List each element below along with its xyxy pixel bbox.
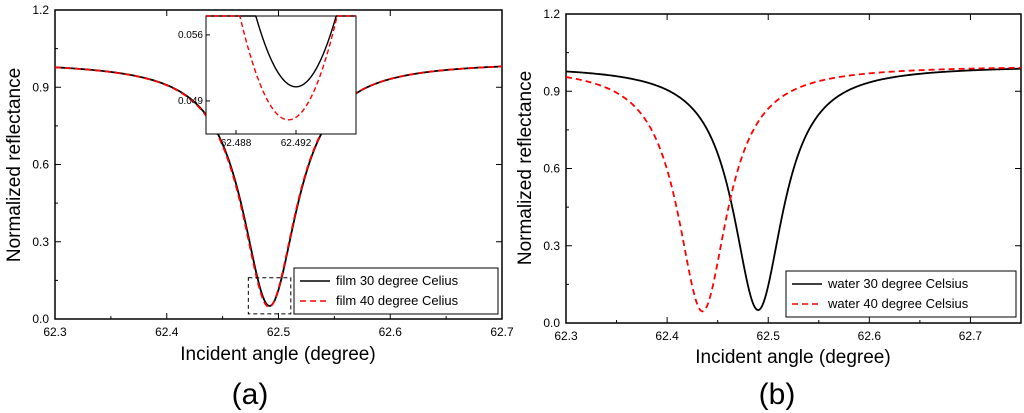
panel-a-x-tick-label: 62.5 [267,325,291,339]
panel-b-x-tick-label: 62.7 [959,329,983,343]
inset-y-tick-label: 0.056 [178,30,203,41]
panel-a-y-axis-label: Normalized reflectance [4,68,25,262]
panel-a-inset: 62.488 62.492 0.049 0.056 [178,15,357,149]
panel-b-x-axis-label: Incident angle (degree) [695,347,890,368]
panel-b-chart: 62.3 62.4 62.5 62.6 62.7 0.0 0.3 0.6 0.9 1.2 wate… [515,7,1022,411]
inset-x-tick-label: 62.492 [281,138,312,149]
panel-b-legend: water 30 degree Celsius water 40 degree … [785,270,1017,318]
panel-a-x-tick-label: 62.4 [155,325,179,339]
panel-a-y-tick-label: 1.2 [32,3,49,17]
panel-a-legend: film 30 degree Celius film 40 degree Cel… [293,267,499,315]
panel-b-y-tick-label: 0.6 [543,162,560,176]
panel-b-x-tick-label: 62.5 [757,329,781,343]
panel-a-x-axis-label: Incident angle (degree) [180,344,375,365]
legend-b-series1-label: water 30 degree Celsius [827,276,969,291]
legend-a-series2-label: film 40 degree Celius [336,293,459,308]
panel-a-x-tick-label: 62.6 [379,325,403,339]
panel-a-y-tick-label: 0.0 [32,312,49,326]
inset-x-tick-label: 62.488 [221,138,252,149]
panel-b-legend-box [785,270,1017,318]
panel-b-x-tick-label: 62.6 [858,329,882,343]
legend-a-series1-label: film 30 degree Celius [336,273,459,288]
panel-b-x-tick-label: 62.4 [655,329,679,343]
panel-b-y-tick-label: 1.2 [543,7,560,21]
panel-a-x-tick-label: 62.7 [490,325,514,339]
panel-a-legend-box [293,267,499,315]
panel-b-x-tick-label: 62.3 [554,329,578,343]
panel-a-y-tick-label: 0.6 [32,158,49,172]
legend-b-series2-label: water 40 degree Celsius [827,296,969,311]
panel-b-y-tick-label: 0.9 [543,84,560,98]
panel-b-y-axis-label: Normalized reflectance [515,71,536,265]
panel-b-y-tick-label: 0.3 [543,239,560,253]
panel-b-series-1-line [565,67,1022,312]
inset-series-2-line [206,15,356,121]
panel-a-label: (a) [232,378,269,411]
panel-a-zoom-box [247,277,292,315]
panel-a-x-tick-label: 62.3 [43,325,67,339]
panel-b-y-tick-label: 0.0 [543,316,560,330]
inset-frame [205,15,357,135]
inset-y-tick-label: 0.049 [178,96,203,107]
panel-a-series-2-line [54,65,503,308]
panel-b-label: (b) [759,378,796,411]
panel-a-chart: 62.3 62.4 62.5 62.6 62.7 0.0 0.3 0.6 0.9 1.2 62.4… [4,3,514,411]
panel-a-y-tick-label: 0.3 [32,235,49,249]
panel-a-y-tick-label: 0.9 [32,80,49,94]
panel-b-series-2-line [565,66,1022,313]
